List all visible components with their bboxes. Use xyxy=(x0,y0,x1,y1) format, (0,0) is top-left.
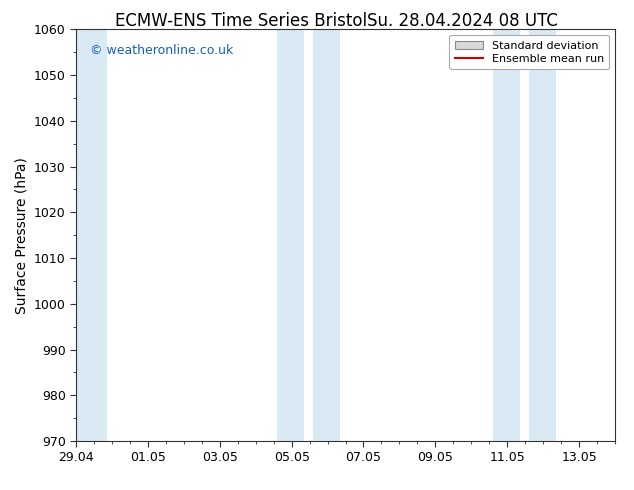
Bar xyxy=(74,29,107,441)
Text: © weatheronline.co.uk: © weatheronline.co.uk xyxy=(89,44,233,57)
Text: ECMW-ENS Time Series Bristol: ECMW-ENS Time Series Bristol xyxy=(115,12,367,30)
Bar xyxy=(277,29,304,441)
Bar xyxy=(313,29,340,441)
Bar xyxy=(493,29,520,441)
Text: Su. 28.04.2024 08 UTC: Su. 28.04.2024 08 UTC xyxy=(367,12,559,30)
Bar xyxy=(529,29,555,441)
Y-axis label: Surface Pressure (hPa): Surface Pressure (hPa) xyxy=(14,157,29,314)
Legend: Standard deviation, Ensemble mean run: Standard deviation, Ensemble mean run xyxy=(450,35,609,70)
